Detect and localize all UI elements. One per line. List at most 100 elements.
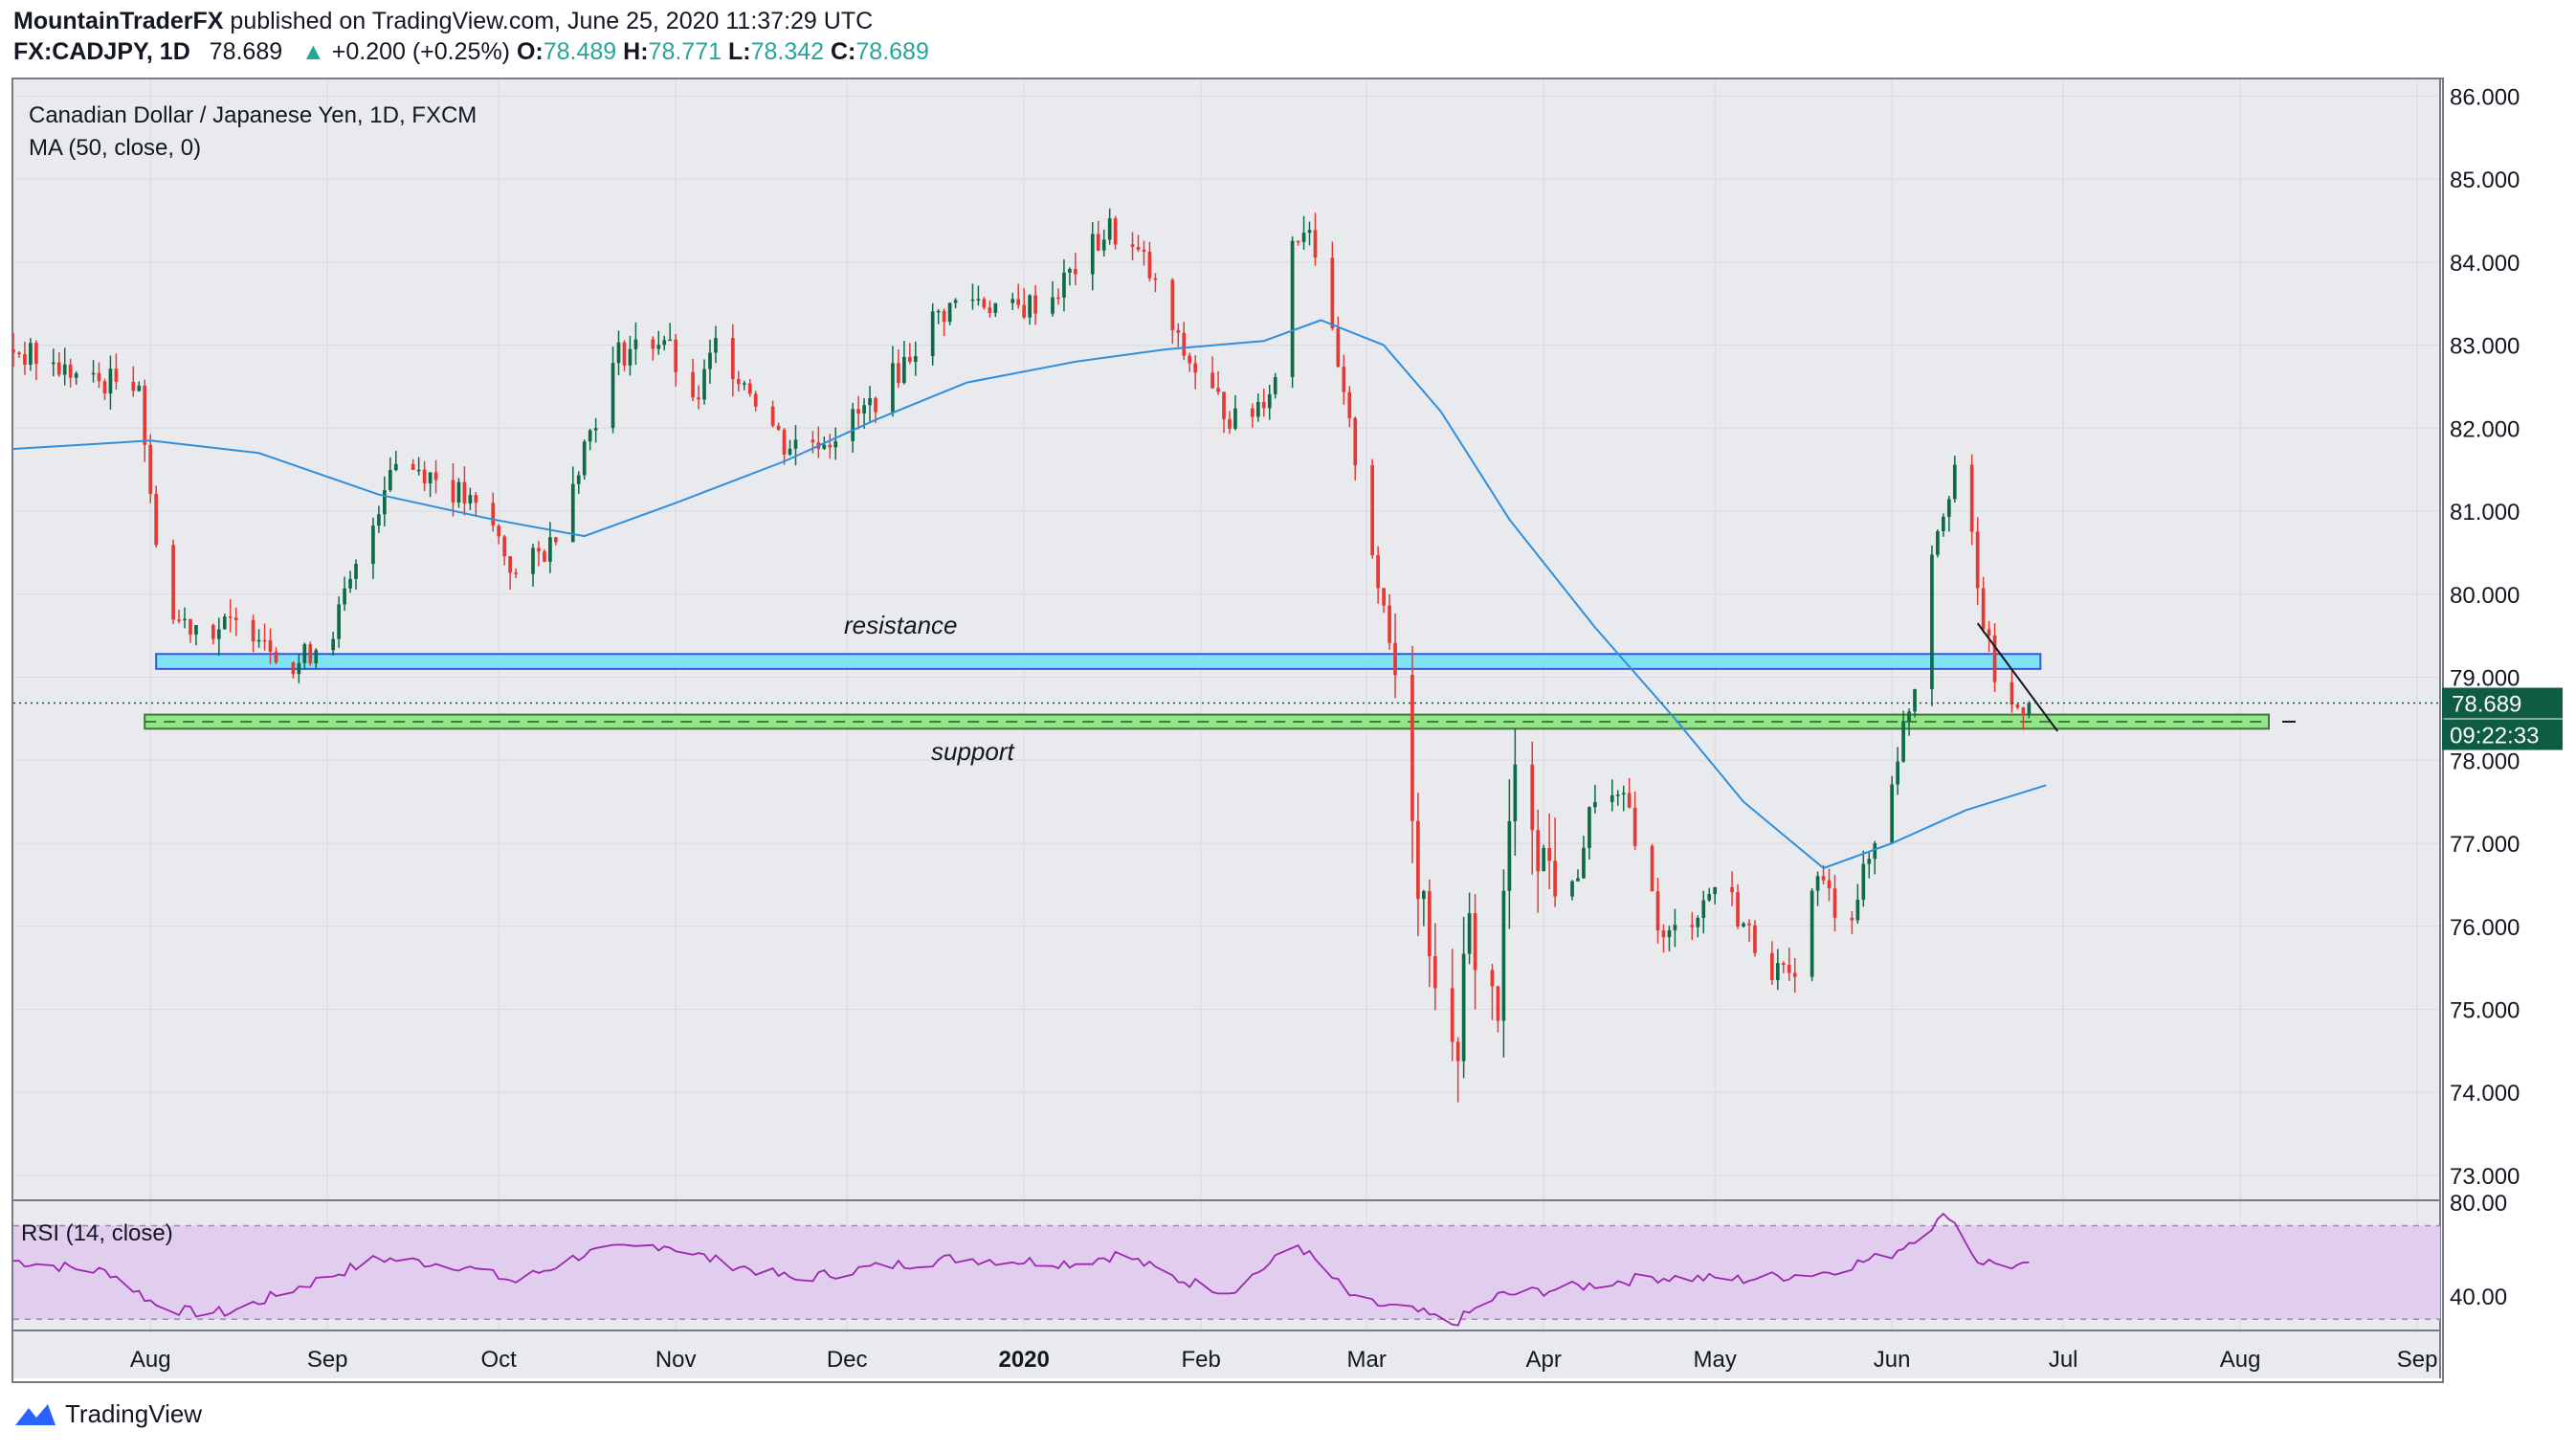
candle-body[interactable] <box>348 578 352 589</box>
candle-body[interactable] <box>1056 297 1060 300</box>
candle-body[interactable] <box>1455 1041 1460 1062</box>
candle-body[interactable] <box>953 300 958 303</box>
candle-body[interactable] <box>1290 240 1295 377</box>
candle-body[interactable] <box>1975 531 1980 589</box>
candle-body[interactable] <box>668 339 673 342</box>
candle-body[interactable] <box>354 564 358 579</box>
candle-body[interactable] <box>930 311 935 357</box>
candle-body[interactable] <box>177 619 181 621</box>
candle-body[interactable] <box>1536 830 1541 872</box>
candle-body[interactable] <box>1062 272 1066 298</box>
candle-body[interactable] <box>1130 244 1135 247</box>
resistance-zone[interactable] <box>155 653 2042 670</box>
candle-body[interactable] <box>1661 929 1666 938</box>
candle-body[interactable] <box>194 625 198 635</box>
candle-body[interactable] <box>793 439 798 449</box>
candle-body[interactable] <box>1170 279 1175 331</box>
candle-body[interactable] <box>1742 923 1745 927</box>
candle-body[interactable] <box>508 556 512 573</box>
candle-body[interactable] <box>1176 330 1181 333</box>
candle-body[interactable] <box>691 371 695 398</box>
candle-body[interactable] <box>274 651 278 662</box>
candle-body[interactable] <box>451 480 455 503</box>
candle-body[interactable] <box>1850 917 1854 921</box>
candle-body[interactable] <box>56 362 61 375</box>
candle-body[interactable] <box>1667 929 1672 938</box>
candle-body[interactable] <box>1490 970 1495 987</box>
candle-body[interactable] <box>216 629 221 639</box>
candle-body[interactable] <box>1416 820 1420 900</box>
candle-body[interactable] <box>1861 863 1866 900</box>
candle-body[interactable] <box>622 342 627 366</box>
candle-body[interactable] <box>1422 890 1426 900</box>
candle-body[interactable] <box>393 463 398 471</box>
candle-body[interactable] <box>1821 876 1826 881</box>
candle-body[interactable] <box>1370 465 1375 556</box>
candle-body[interactable] <box>770 406 775 426</box>
candle-body[interactable] <box>502 536 507 557</box>
candle-body[interactable] <box>1890 784 1895 843</box>
candle-body[interactable] <box>570 483 575 543</box>
candle-body[interactable] <box>736 379 741 385</box>
candle-body[interactable] <box>1096 234 1100 251</box>
candle-body[interactable] <box>251 619 255 642</box>
candle-body[interactable] <box>1182 332 1187 356</box>
candle-body[interactable] <box>1427 890 1432 956</box>
candle-body[interactable] <box>1930 554 1934 690</box>
candle-body[interactable] <box>1810 890 1814 977</box>
candle-body[interactable] <box>2015 704 2020 708</box>
ma-line[interactable] <box>12 319 2047 869</box>
candle-body[interactable] <box>171 545 175 620</box>
candle-body[interactable] <box>189 618 192 635</box>
candle-body[interactable] <box>811 439 815 443</box>
candle-body[interactable] <box>108 369 113 394</box>
trend-line[interactable] <box>1976 622 2059 732</box>
candle-body[interactable] <box>154 493 159 546</box>
candle-body[interactable] <box>1410 675 1414 821</box>
candle-body[interactable] <box>936 310 941 313</box>
candle-body[interactable] <box>1496 986 1500 1021</box>
candle-body[interactable] <box>1632 807 1637 846</box>
candle-body[interactable] <box>776 425 781 430</box>
candle-body[interactable] <box>11 348 15 353</box>
candle-body[interactable] <box>428 472 433 483</box>
candle-body[interactable] <box>1228 418 1232 429</box>
candle-body[interactable] <box>233 617 238 620</box>
candle-body[interactable] <box>383 490 387 515</box>
candle-body[interactable] <box>183 618 187 621</box>
candle-body[interactable] <box>2010 682 2014 705</box>
candle-body[interactable] <box>1792 972 1797 977</box>
candle-body[interactable] <box>1827 880 1832 889</box>
candle-body[interactable] <box>343 588 346 605</box>
candle-body[interactable] <box>714 338 718 353</box>
candle-body[interactable] <box>708 352 712 369</box>
candle-body[interactable] <box>1832 888 1837 918</box>
candle-body[interactable] <box>411 463 415 470</box>
candle-body[interactable] <box>1267 393 1272 409</box>
candle-body[interactable] <box>593 428 598 431</box>
footer[interactable]: TradingView <box>13 1399 202 1429</box>
candle-body[interactable] <box>1301 233 1306 242</box>
candle-body[interactable] <box>114 369 119 382</box>
candle-body[interactable] <box>1307 230 1312 234</box>
candle-body[interactable] <box>1233 408 1237 429</box>
candle-body[interactable] <box>1867 859 1872 864</box>
candle-body[interactable] <box>588 430 592 442</box>
candle-body[interactable] <box>1461 953 1466 1062</box>
candle-body[interactable] <box>1068 268 1072 273</box>
candle-body[interactable] <box>34 343 38 365</box>
candle-body[interactable] <box>651 339 655 349</box>
publisher-name[interactable]: MountainTraderFX <box>13 8 224 34</box>
candle-body[interactable] <box>1570 881 1574 897</box>
candle-body[interactable] <box>1251 408 1255 417</box>
candle-body[interactable] <box>891 363 895 413</box>
candle-body[interactable] <box>1188 355 1192 364</box>
candle-body[interactable] <box>902 356 906 384</box>
candle-body[interactable] <box>1113 218 1118 245</box>
candle-body[interactable] <box>474 495 478 503</box>
rsi-pane[interactable] <box>12 1212 2440 1327</box>
candle-body[interactable] <box>2021 707 2026 715</box>
candle-body[interactable] <box>1210 372 1214 389</box>
candle-body[interactable] <box>1347 391 1352 418</box>
